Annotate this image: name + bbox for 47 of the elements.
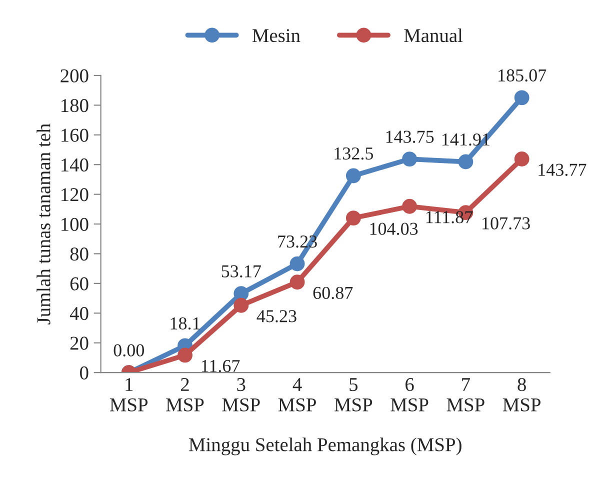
point xyxy=(514,152,530,166)
y-axis-title: Jumlah tunas tanaman teh xyxy=(36,124,50,324)
data-label: 143.75 xyxy=(386,130,434,143)
y-tick-label: 180 xyxy=(62,99,88,112)
y-tick-label: 160 xyxy=(62,128,88,142)
y-tick-label: 100 xyxy=(62,218,88,231)
point xyxy=(458,154,474,170)
y-tick-label: 80 xyxy=(70,248,88,261)
data-label: 104.03 xyxy=(370,222,418,235)
point xyxy=(402,152,418,166)
point xyxy=(290,274,305,290)
point xyxy=(514,90,530,106)
data-label: 18.1 xyxy=(170,317,200,330)
y-tick-label: 120 xyxy=(62,188,88,202)
x-tick-label: 3 MSP xyxy=(222,378,260,412)
data-label: 143.77 xyxy=(538,164,586,176)
x-tick-label: 6 MSP xyxy=(390,378,428,412)
y-tick-label: 0 xyxy=(80,366,88,380)
data-label: 185.07 xyxy=(498,69,546,82)
y-tick-label: 140 xyxy=(62,158,88,172)
x-tick-label: 4 MSP xyxy=(278,378,316,412)
x-tick-label: 1 MSP xyxy=(110,378,148,412)
legend-label: Mesin xyxy=(252,29,300,42)
data-label: 60.87 xyxy=(313,286,353,300)
legend-label: Manual xyxy=(404,28,463,42)
point xyxy=(346,210,361,226)
point xyxy=(234,298,249,313)
y-tick-label: 40 xyxy=(70,306,88,320)
x-tick-label: 8 MSP xyxy=(502,378,541,412)
data-label: 11.67 xyxy=(202,360,240,372)
point xyxy=(402,198,418,214)
point xyxy=(290,256,305,272)
y-tick-label: 60 xyxy=(70,277,88,290)
data-label: 0.00 xyxy=(114,344,144,356)
point xyxy=(178,348,192,363)
x-tick-label: 5 MSP xyxy=(334,378,372,412)
y-tick-label: 20 xyxy=(70,336,88,350)
x-tick-label: 7 MSP xyxy=(446,378,484,412)
x-axis-title: Minggu Setelah Pemangkas (MSP) xyxy=(189,438,462,456)
data-label: 45.23 xyxy=(256,310,296,322)
data-label: 107.73 xyxy=(482,217,530,230)
point xyxy=(346,168,361,184)
data-label: 111.87 xyxy=(426,211,473,224)
y-tick-label: 200 xyxy=(60,69,88,82)
data-label: 53.17 xyxy=(222,265,261,278)
x-tick-label: 2 MSP xyxy=(166,378,204,412)
data-label: 132.5 xyxy=(334,147,374,160)
